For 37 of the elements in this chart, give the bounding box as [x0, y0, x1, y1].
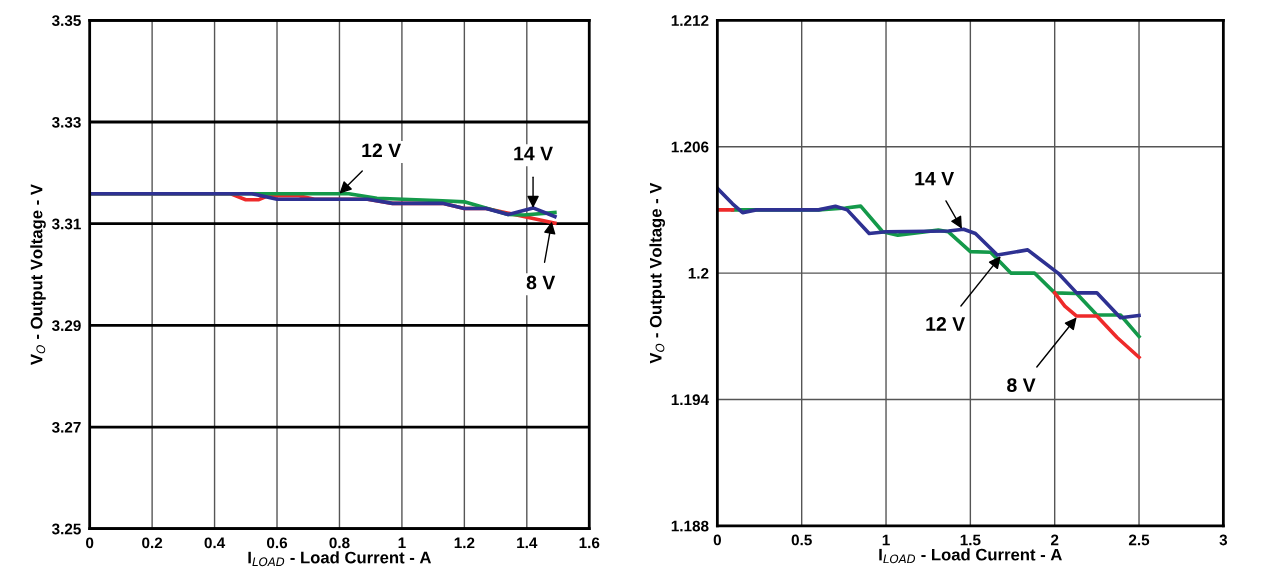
annotation: 14 V	[514, 146, 553, 161]
x-tick-label: 0.6	[267, 537, 288, 549]
x-tick-label: 0.4	[204, 537, 226, 549]
x-tick-label: 0.5	[791, 534, 812, 546]
x-axis-title: I$_{LOAD}$ - Load Current - A	[248, 551, 432, 567]
x-tick-label: 1.4	[517, 537, 538, 549]
x-tick-label: 3	[1219, 534, 1228, 546]
x-tick-label: 0.2	[142, 537, 163, 549]
y-tick-label: 1.2	[688, 267, 709, 279]
y-tick-label: 1.206	[671, 141, 709, 153]
annotation: 12 V	[926, 317, 966, 331]
y-tick-label: 1.188	[671, 520, 709, 532]
y-axis-title: V$_{O}$ - Output Voltage - V	[30, 184, 46, 365]
annotation: 8 V	[1007, 378, 1036, 392]
x-tick-label: 1	[398, 537, 406, 549]
x-tick-label: 1.5	[960, 534, 981, 546]
annotation: 8 V	[526, 275, 556, 290]
x-tick-label: 0	[86, 537, 94, 549]
y-tick-label: 3.27	[51, 421, 81, 433]
x-tick-label: 0	[713, 534, 721, 546]
annotation: 14 V	[915, 171, 955, 186]
y-tick-label: 3.35	[51, 15, 81, 27]
x-tick-label: 1	[882, 534, 890, 546]
x-tick-label: 2.5	[1128, 534, 1150, 546]
y-axis-title: V$_{O}$ - Output Voltage - V	[649, 182, 666, 364]
x-tick-label: 0.8	[329, 537, 350, 549]
y-tick-label: 1.194	[671, 394, 709, 406]
x-tick-label: 1.6	[579, 537, 600, 549]
y-tick-label: 3.29	[51, 320, 81, 332]
y-tick-label: 3.31	[51, 218, 81, 230]
y-tick-label: 3.25	[51, 523, 81, 535]
annotation: 12 V	[362, 143, 401, 158]
y-tick-label: 1.212	[671, 15, 709, 26]
x-tick-label: 2	[1050, 534, 1059, 546]
x-tick-label: 1.2	[454, 537, 475, 549]
y-tick-label: 3.33	[51, 116, 81, 128]
x-axis-title: I$_{LOAD}$ - Load Current - A	[879, 548, 1062, 564]
